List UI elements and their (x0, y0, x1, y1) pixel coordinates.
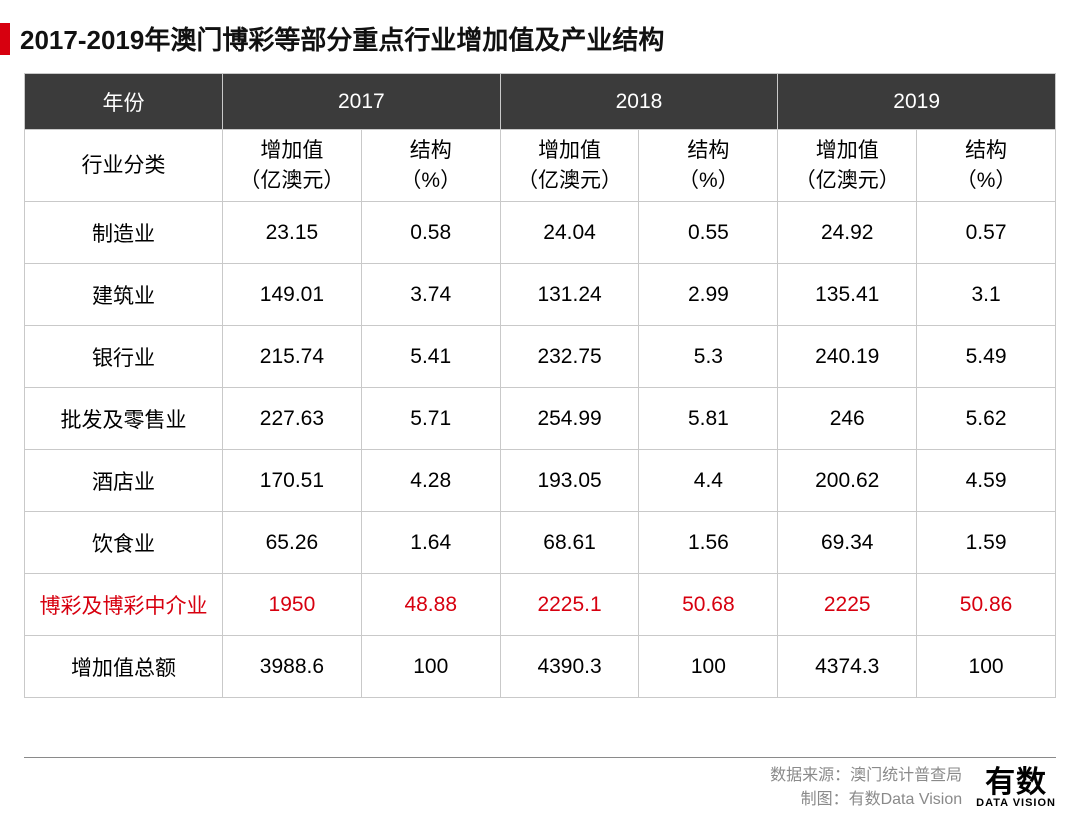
data-cell: 4390.3 (500, 636, 639, 698)
table-body: 制造业23.150.5824.040.5524.920.57建筑业149.013… (25, 202, 1056, 698)
table-row: 制造业23.150.5824.040.5524.920.57 (25, 202, 1056, 264)
data-cell: 1.56 (639, 512, 778, 574)
category-label-cell: 行业分类 (25, 130, 223, 202)
year-header: 2017 (223, 74, 501, 130)
data-cell: 24.92 (778, 202, 917, 264)
data-cell: 240.19 (778, 326, 917, 388)
data-cell: 5.81 (639, 388, 778, 450)
source-value: 澳门统计普查局 (850, 767, 962, 784)
data-cell: 4.59 (917, 450, 1056, 512)
chart-value: 有数Data Vision (849, 791, 963, 808)
table-row: 饮食业65.261.6468.611.5669.341.59 (25, 512, 1056, 574)
data-cell: 2225 (778, 574, 917, 636)
year-label-cell: 年份 (25, 74, 223, 130)
data-cell: 0.58 (361, 202, 500, 264)
subheader-pct: 结构（%） (639, 130, 778, 202)
data-cell: 246 (778, 388, 917, 450)
category-cell: 博彩及博彩中介业 (25, 574, 223, 636)
data-cell: 48.88 (361, 574, 500, 636)
data-cell: 0.57 (917, 202, 1056, 264)
subheader-value: 增加值（亿澳元） (223, 130, 362, 202)
page-container: 2017-2019年澳门博彩等部分重点行业增加值及产业结构 年份 2017 20… (0, 0, 1080, 824)
data-cell: 135.41 (778, 264, 917, 326)
data-cell: 100 (639, 636, 778, 698)
table-year-row: 年份 2017 2018 2019 (25, 74, 1056, 130)
data-cell: 3.74 (361, 264, 500, 326)
footer: 数据来源：澳门统计普查局 制图：有数Data Vision 有数 DATA VI… (24, 757, 1056, 812)
table-row: 建筑业149.013.74131.242.99135.413.1 (25, 264, 1056, 326)
brand-logo: 有数 DATA VISION (976, 768, 1056, 809)
year-header: 2018 (500, 74, 778, 130)
data-cell: 69.34 (778, 512, 917, 574)
data-cell: 254.99 (500, 388, 639, 450)
table-subheader-row: 行业分类 增加值（亿澳元） 结构（%） 增加值（亿澳元） 结构（%） 增加值（亿… (25, 130, 1056, 202)
data-cell: 4374.3 (778, 636, 917, 698)
title-accent-bar (0, 23, 10, 55)
data-cell: 131.24 (500, 264, 639, 326)
data-cell: 5.62 (917, 388, 1056, 450)
category-cell: 批发及零售业 (25, 388, 223, 450)
category-cell: 酒店业 (25, 450, 223, 512)
data-cell: 50.68 (639, 574, 778, 636)
subheader-pct: 结构（%） (917, 130, 1056, 202)
page-title: 2017-2019年澳门博彩等部分重点行业增加值及产业结构 (20, 20, 664, 57)
data-cell: 4.28 (361, 450, 500, 512)
data-cell: 100 (361, 636, 500, 698)
source-label: 数据来源： (770, 767, 850, 784)
category-cell: 制造业 (25, 202, 223, 264)
category-cell: 饮食业 (25, 512, 223, 574)
data-table: 年份 2017 2018 2019 行业分类 增加值（亿澳元） 结构（%） 增加… (24, 73, 1056, 698)
data-cell: 227.63 (223, 388, 362, 450)
category-cell: 银行业 (25, 326, 223, 388)
data-cell: 193.05 (500, 450, 639, 512)
chart-label: 制图： (801, 791, 849, 808)
year-header: 2019 (778, 74, 1056, 130)
data-cell: 100 (917, 636, 1056, 698)
data-cell: 2.99 (639, 264, 778, 326)
table-row: 批发及零售业227.635.71254.995.812465.62 (25, 388, 1056, 450)
data-cell: 24.04 (500, 202, 639, 264)
title-block: 2017-2019年澳门博彩等部分重点行业增加值及产业结构 (24, 20, 1056, 57)
data-cell: 0.55 (639, 202, 778, 264)
data-cell: 1950 (223, 574, 362, 636)
data-cell: 65.26 (223, 512, 362, 574)
subheader-pct: 结构（%） (361, 130, 500, 202)
data-cell: 200.62 (778, 450, 917, 512)
data-cell: 1.64 (361, 512, 500, 574)
data-cell: 68.61 (500, 512, 639, 574)
data-cell: 149.01 (223, 264, 362, 326)
data-cell: 5.41 (361, 326, 500, 388)
table-row: 银行业215.745.41232.755.3240.195.49 (25, 326, 1056, 388)
data-cell: 232.75 (500, 326, 639, 388)
table-row: 增加值总额3988.61004390.31004374.3100 (25, 636, 1056, 698)
data-cell: 3988.6 (223, 636, 362, 698)
data-cell: 2225.1 (500, 574, 639, 636)
data-cell: 170.51 (223, 450, 362, 512)
table-row: 博彩及博彩中介业195048.882225.150.68222550.86 (25, 574, 1056, 636)
category-cell: 建筑业 (25, 264, 223, 326)
data-cell: 5.3 (639, 326, 778, 388)
brand-en: DATA VISION (976, 798, 1056, 809)
data-cell: 3.1 (917, 264, 1056, 326)
subheader-value: 增加值（亿澳元） (778, 130, 917, 202)
subheader-value: 增加值（亿澳元） (500, 130, 639, 202)
data-cell: 215.74 (223, 326, 362, 388)
data-cell: 1.59 (917, 512, 1056, 574)
data-cell: 5.49 (917, 326, 1056, 388)
data-cell: 23.15 (223, 202, 362, 264)
category-cell: 增加值总额 (25, 636, 223, 698)
data-cell: 5.71 (361, 388, 500, 450)
data-cell: 50.86 (917, 574, 1056, 636)
table-row: 酒店业170.514.28193.054.4200.624.59 (25, 450, 1056, 512)
footer-text: 数据来源：澳门统计普查局 制图：有数Data Vision (770, 764, 962, 812)
brand-cn: 有数 (985, 768, 1047, 798)
data-cell: 4.4 (639, 450, 778, 512)
